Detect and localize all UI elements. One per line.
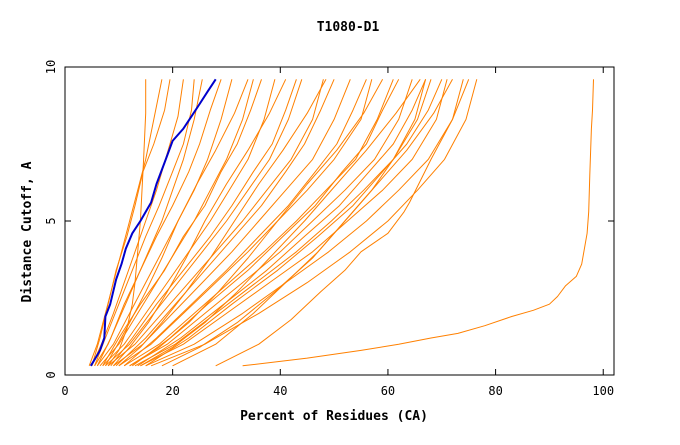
model-curve-14 bbox=[129, 79, 413, 367]
plot-frame bbox=[64, 66, 615, 376]
x-tick-label-60: 60 bbox=[381, 384, 395, 398]
model-curve-23 bbox=[110, 79, 297, 367]
chart-title: T1080-D1 bbox=[317, 20, 380, 35]
model-curve-28 bbox=[145, 79, 443, 367]
model-curve-24 bbox=[115, 79, 335, 367]
x-tick-label-0: 0 bbox=[61, 384, 68, 398]
y-tick-label-0: 0 bbox=[44, 371, 58, 378]
y-axis-ticks: 0 5 10 bbox=[44, 60, 614, 379]
x-tick-label-20: 20 bbox=[165, 384, 179, 398]
model-curve-19 bbox=[215, 79, 470, 367]
x-axis-label: Percent of Residues (CA) bbox=[240, 409, 428, 424]
model-curve-27 bbox=[137, 79, 427, 367]
model-curve-4 bbox=[91, 79, 184, 367]
model-curve-1 bbox=[242, 79, 594, 367]
model-curve-33 bbox=[140, 79, 421, 367]
y-tick-label-5: 5 bbox=[44, 217, 58, 224]
model-curve-26 bbox=[132, 79, 400, 367]
model-curve-10 bbox=[107, 79, 324, 367]
model-curve-18 bbox=[150, 79, 478, 367]
model-curve-11 bbox=[113, 79, 351, 367]
model-curve-22 bbox=[102, 79, 262, 367]
x-tick-label-80: 80 bbox=[488, 384, 502, 398]
x-tick-label-100: 100 bbox=[592, 384, 614, 398]
highlight-curve bbox=[89, 78, 217, 367]
x-axis-ticks: 0 20 40 60 80 100 bbox=[61, 67, 614, 398]
model-curve-32 bbox=[129, 79, 384, 367]
model-curve-16 bbox=[140, 79, 448, 367]
model-curve-9 bbox=[105, 79, 303, 367]
series-layer bbox=[88, 79, 594, 367]
model-curve-17 bbox=[145, 79, 464, 367]
model-curve-6 bbox=[96, 79, 233, 367]
model-curve-31 bbox=[118, 79, 327, 367]
x-tick-label-40: 40 bbox=[273, 384, 287, 398]
y-axis-label: Distance Cutoff, A bbox=[20, 161, 35, 302]
model-curve-36 bbox=[113, 79, 287, 367]
highlight-layer bbox=[89, 78, 217, 367]
model-curve-15 bbox=[134, 79, 432, 367]
model-curve-20 bbox=[172, 79, 427, 367]
model-curve-8 bbox=[102, 79, 276, 367]
model-curve-30 bbox=[94, 79, 195, 366]
model-curve-29 bbox=[91, 79, 171, 366]
model-curve-34 bbox=[161, 79, 453, 367]
model-curve-21 bbox=[96, 79, 222, 367]
y-tick-label-10: 10 bbox=[44, 60, 58, 74]
model-curve-7 bbox=[99, 79, 254, 367]
model-curve-13 bbox=[123, 79, 394, 367]
model-curve-25 bbox=[123, 79, 367, 367]
model-curve-12 bbox=[118, 79, 373, 367]
model-curve-3 bbox=[88, 79, 163, 366]
model-curve-35 bbox=[104, 79, 249, 367]
